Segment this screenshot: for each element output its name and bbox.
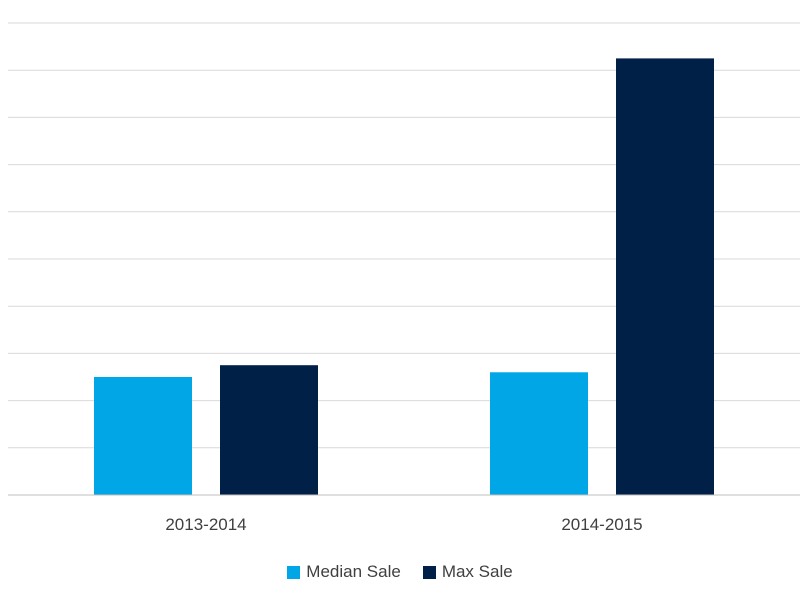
bar-max-sale-2013-2014 bbox=[220, 365, 318, 495]
bar-chart: 2013-2014 2014-2015 bbox=[8, 22, 800, 534]
x-tick-labels: 2013-2014 2014-2015 bbox=[165, 515, 642, 534]
x-tick-label: 2013-2014 bbox=[165, 515, 246, 534]
bar-max-sale-2014-2015 bbox=[616, 58, 714, 496]
legend: Median Sale Max Sale bbox=[0, 562, 800, 582]
legend-label: Median Sale bbox=[306, 562, 401, 581]
legend-swatch bbox=[287, 565, 301, 579]
legend-item: Median Sale bbox=[287, 562, 401, 582]
bar-median-sale-2013-2014 bbox=[94, 377, 192, 495]
x-tick-label: 2014-2015 bbox=[561, 515, 642, 534]
bars bbox=[94, 58, 714, 496]
legend-label: Max Sale bbox=[441, 562, 513, 581]
legend-item: Max Sale bbox=[422, 562, 513, 582]
legend-swatch bbox=[422, 565, 436, 579]
bar-median-sale-2014-2015 bbox=[490, 372, 588, 495]
